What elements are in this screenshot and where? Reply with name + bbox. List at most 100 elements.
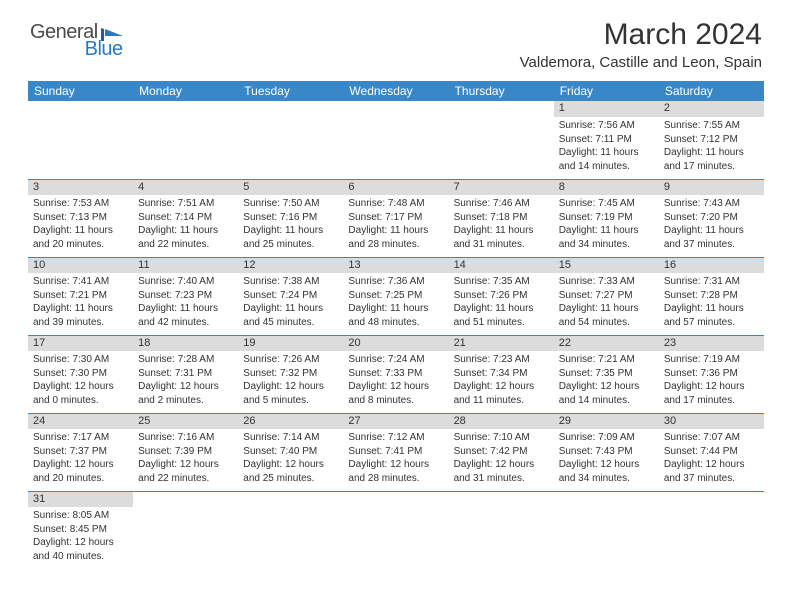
day-cell	[343, 117, 448, 179]
weekday-header: Wednesday	[343, 81, 448, 101]
day-number: 10	[28, 257, 133, 273]
daynum-row: 31	[28, 491, 764, 507]
day-number: 21	[449, 335, 554, 351]
day-number: 27	[343, 413, 448, 429]
weekday-header: Saturday	[659, 81, 764, 101]
day-cell: Sunrise: 7:26 AMSunset: 7:32 PMDaylight:…	[238, 351, 343, 413]
daynum-row: 17181920212223	[28, 335, 764, 351]
day-cell: Sunrise: 7:56 AMSunset: 7:11 PMDaylight:…	[554, 117, 659, 179]
day-number: 8	[554, 179, 659, 195]
day-cell: Sunrise: 8:05 AMSunset: 8:45 PMDaylight:…	[28, 507, 133, 569]
day-number: 7	[449, 179, 554, 195]
day-number: 20	[343, 335, 448, 351]
day-number: 31	[28, 491, 133, 507]
day-number	[449, 101, 554, 117]
day-number	[133, 101, 238, 117]
day-cell: Sunrise: 7:41 AMSunset: 7:21 PMDaylight:…	[28, 273, 133, 335]
day-number: 26	[238, 413, 343, 429]
day-cell: Sunrise: 7:50 AMSunset: 7:16 PMDaylight:…	[238, 195, 343, 257]
day-cell	[133, 117, 238, 179]
day-number: 28	[449, 413, 554, 429]
day-number	[28, 101, 133, 117]
weekday-header: Monday	[133, 81, 238, 101]
weekday-header: Thursday	[449, 81, 554, 101]
day-number: 6	[343, 179, 448, 195]
day-number: 23	[659, 335, 764, 351]
title-block: March 2024 Valdemora, Castille and Leon,…	[520, 18, 762, 71]
day-cell: Sunrise: 7:43 AMSunset: 7:20 PMDaylight:…	[659, 195, 764, 257]
day-cell: Sunrise: 7:36 AMSunset: 7:25 PMDaylight:…	[343, 273, 448, 335]
day-number: 15	[554, 257, 659, 273]
day-cell: Sunrise: 7:35 AMSunset: 7:26 PMDaylight:…	[449, 273, 554, 335]
location-text: Valdemora, Castille and Leon, Spain	[520, 54, 762, 71]
day-cell: Sunrise: 7:24 AMSunset: 7:33 PMDaylight:…	[343, 351, 448, 413]
day-cell: Sunrise: 7:07 AMSunset: 7:44 PMDaylight:…	[659, 429, 764, 491]
day-cell: Sunrise: 7:21 AMSunset: 7:35 PMDaylight:…	[554, 351, 659, 413]
weekday-header: Friday	[554, 81, 659, 101]
day-cell: Sunrise: 7:10 AMSunset: 7:42 PMDaylight:…	[449, 429, 554, 491]
day-cell: Sunrise: 7:55 AMSunset: 7:12 PMDaylight:…	[659, 117, 764, 179]
day-number	[238, 101, 343, 117]
day-number: 5	[238, 179, 343, 195]
day-number: 18	[133, 335, 238, 351]
day-cell	[554, 507, 659, 569]
day-cell: Sunrise: 7:30 AMSunset: 7:30 PMDaylight:…	[28, 351, 133, 413]
content-row: Sunrise: 8:05 AMSunset: 8:45 PMDaylight:…	[28, 507, 764, 569]
daynum-row: 3456789	[28, 179, 764, 195]
day-number: 2	[659, 101, 764, 117]
day-number	[449, 491, 554, 507]
day-number	[343, 101, 448, 117]
day-number: 25	[133, 413, 238, 429]
day-cell: Sunrise: 7:45 AMSunset: 7:19 PMDaylight:…	[554, 195, 659, 257]
day-number: 29	[554, 413, 659, 429]
content-row: Sunrise: 7:56 AMSunset: 7:11 PMDaylight:…	[28, 117, 764, 179]
day-number: 12	[238, 257, 343, 273]
day-cell: Sunrise: 7:46 AMSunset: 7:18 PMDaylight:…	[449, 195, 554, 257]
day-number	[238, 491, 343, 507]
day-cell	[449, 117, 554, 179]
day-number	[554, 491, 659, 507]
day-cell	[449, 507, 554, 569]
weekday-header: Tuesday	[238, 81, 343, 101]
daynum-row: 10111213141516	[28, 257, 764, 273]
day-number: 1	[554, 101, 659, 117]
day-number	[343, 491, 448, 507]
day-number: 22	[554, 335, 659, 351]
weekday-header-row: SundayMondayTuesdayWednesdayThursdayFrid…	[28, 81, 764, 101]
daynum-row: 24252627282930	[28, 413, 764, 429]
day-cell: Sunrise: 7:31 AMSunset: 7:28 PMDaylight:…	[659, 273, 764, 335]
daynum-row: 12	[28, 101, 764, 117]
logo-text-blue: Blue	[85, 38, 123, 60]
day-cell: Sunrise: 7:16 AMSunset: 7:39 PMDaylight:…	[133, 429, 238, 491]
day-number: 24	[28, 413, 133, 429]
day-cell	[238, 117, 343, 179]
day-cell	[238, 507, 343, 569]
day-cell: Sunrise: 7:19 AMSunset: 7:36 PMDaylight:…	[659, 351, 764, 413]
day-cell	[28, 117, 133, 179]
day-number: 30	[659, 413, 764, 429]
day-cell: Sunrise: 7:14 AMSunset: 7:40 PMDaylight:…	[238, 429, 343, 491]
day-cell: Sunrise: 7:23 AMSunset: 7:34 PMDaylight:…	[449, 351, 554, 413]
content-row: Sunrise: 7:41 AMSunset: 7:21 PMDaylight:…	[28, 273, 764, 335]
day-cell	[343, 507, 448, 569]
day-cell: Sunrise: 7:48 AMSunset: 7:17 PMDaylight:…	[343, 195, 448, 257]
day-cell: Sunrise: 7:17 AMSunset: 7:37 PMDaylight:…	[28, 429, 133, 491]
day-cell: Sunrise: 7:09 AMSunset: 7:43 PMDaylight:…	[554, 429, 659, 491]
day-cell	[659, 507, 764, 569]
day-cell: Sunrise: 7:28 AMSunset: 7:31 PMDaylight:…	[133, 351, 238, 413]
content-row: Sunrise: 7:30 AMSunset: 7:30 PMDaylight:…	[28, 351, 764, 413]
day-cell	[133, 507, 238, 569]
content-row: Sunrise: 7:53 AMSunset: 7:13 PMDaylight:…	[28, 195, 764, 257]
logo: GeneralBlue	[30, 24, 125, 58]
day-cell: Sunrise: 7:38 AMSunset: 7:24 PMDaylight:…	[238, 273, 343, 335]
day-cell: Sunrise: 7:40 AMSunset: 7:23 PMDaylight:…	[133, 273, 238, 335]
day-number: 17	[28, 335, 133, 351]
day-number: 9	[659, 179, 764, 195]
month-title: March 2024	[520, 18, 762, 52]
day-cell: Sunrise: 7:12 AMSunset: 7:41 PMDaylight:…	[343, 429, 448, 491]
day-number: 4	[133, 179, 238, 195]
day-number: 19	[238, 335, 343, 351]
weekday-header: Sunday	[28, 81, 133, 101]
day-cell: Sunrise: 7:51 AMSunset: 7:14 PMDaylight:…	[133, 195, 238, 257]
content-row: Sunrise: 7:17 AMSunset: 7:37 PMDaylight:…	[28, 429, 764, 491]
